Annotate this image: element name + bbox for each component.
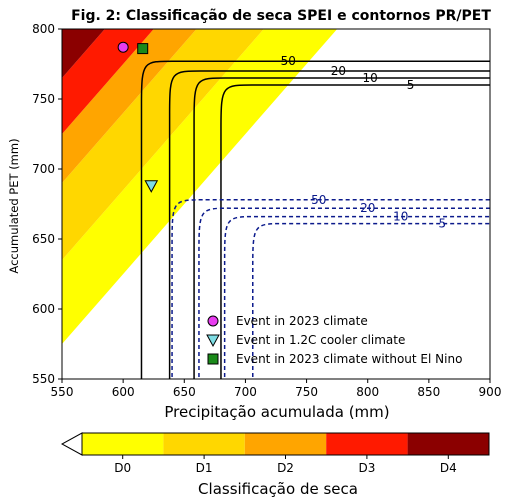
x-tick-label: 550 [51,385,74,399]
colorbar: D0 D1 D2 D3 D4 [60,432,490,475]
colorbar-segment-d4 [407,433,489,455]
colorbar-tick-label: D4 [440,461,457,475]
x-tick-label: 650 [173,385,196,399]
contour-navy-10 [223,215,490,379]
y-tick-label: 600 [32,302,55,316]
legend-label: Event in 1.2C cooler climate [236,333,405,347]
chart-title: Fig. 2: Classificação de seca SPEI e con… [71,8,491,24]
x-axis-ticks: 550 600 650 700 750 800 850 900 [51,379,502,399]
y-tick-label: 750 [32,92,55,106]
contour-label-navy-50: 50 [311,193,326,207]
contour-black-20 [168,70,490,379]
legend: Event in 2023 climate Event in 1.2C coole… [206,314,462,366]
legend-item-2: Event in 2023 climate without El Nino [207,352,462,366]
contour-black-50 [140,60,490,379]
x-tick-label: 700 [234,385,257,399]
contour-label-black-50: 50 [281,54,296,68]
contour-navy-5 [252,222,490,379]
event-point-2 [137,43,149,55]
y-tick-label: 550 [32,372,55,386]
contour-label-black-20: 20 [331,64,346,78]
colorbar-tick-label: D2 [277,461,294,475]
plot-frame [61,28,491,380]
x-tick-label: 750 [295,385,318,399]
contour-label-navy-5: 5 [438,217,446,231]
x-tick-label: 800 [356,385,379,399]
colorbar-segment-d1 [163,433,245,455]
legend-label: Event in 2023 climate without El Nino [236,352,462,366]
legend-label: Event in 2023 climate [236,314,368,328]
colorbar-segment-d2 [244,433,327,455]
contour-black-5 [220,84,490,379]
x-axis-label: Precipitação acumulada (mm) [164,403,389,421]
point-marker [137,43,149,55]
drought-band-d3 [62,29,154,134]
drought-band-d2 [62,29,197,183]
x-tick-label: 600 [112,385,135,399]
contour-black-10 [193,77,490,379]
drought-bands [62,29,338,344]
point-marker [206,334,220,348]
legend-item-1: Event in 1.2C cooler climate [206,333,405,348]
drought-band-d1 [62,29,264,260]
colorbar-tick-label: D1 [196,461,213,475]
colorbar-label: Classificação de seca [198,480,358,498]
drought-band-d4 [62,29,105,79]
x-tick-label: 900 [479,385,502,399]
contour-label-navy-20: 20 [360,201,375,215]
contour-label-black-5: 5 [407,78,415,92]
point-marker [144,180,159,193]
y-axis-ticks: 550 600 650 700 750 800 [32,22,62,386]
colorbar-segment-d0 [82,433,164,455]
contour-label-black-10: 10 [363,71,378,85]
colorbar-segment-d3 [326,433,408,455]
contour-label-navy-10: 10 [393,210,408,224]
colorbar-tick-label: D3 [358,461,375,475]
x-tick-label: 850 [417,385,440,399]
colorbar-frame [81,432,490,456]
point-marker [207,353,219,365]
point-marker [117,41,129,53]
colorbar-under-arrow [60,432,83,456]
drought-band-d0 [62,29,338,344]
event-points [117,41,159,193]
colorbar-tick-label: D0 [114,461,131,475]
contour-lines: 5 10 20 50 5 10 20 50 [140,54,490,379]
y-tick-label: 650 [32,232,55,246]
event-point-0 [117,41,129,53]
contour-navy-50 [171,199,490,379]
y-tick-label: 700 [32,162,55,176]
y-axis-label: Accumulated PET (mm) [7,138,21,273]
point-marker [207,315,219,327]
y-tick-label: 800 [32,22,55,36]
legend-item-0: Event in 2023 climate [207,314,368,328]
event-point-1 [144,180,159,193]
